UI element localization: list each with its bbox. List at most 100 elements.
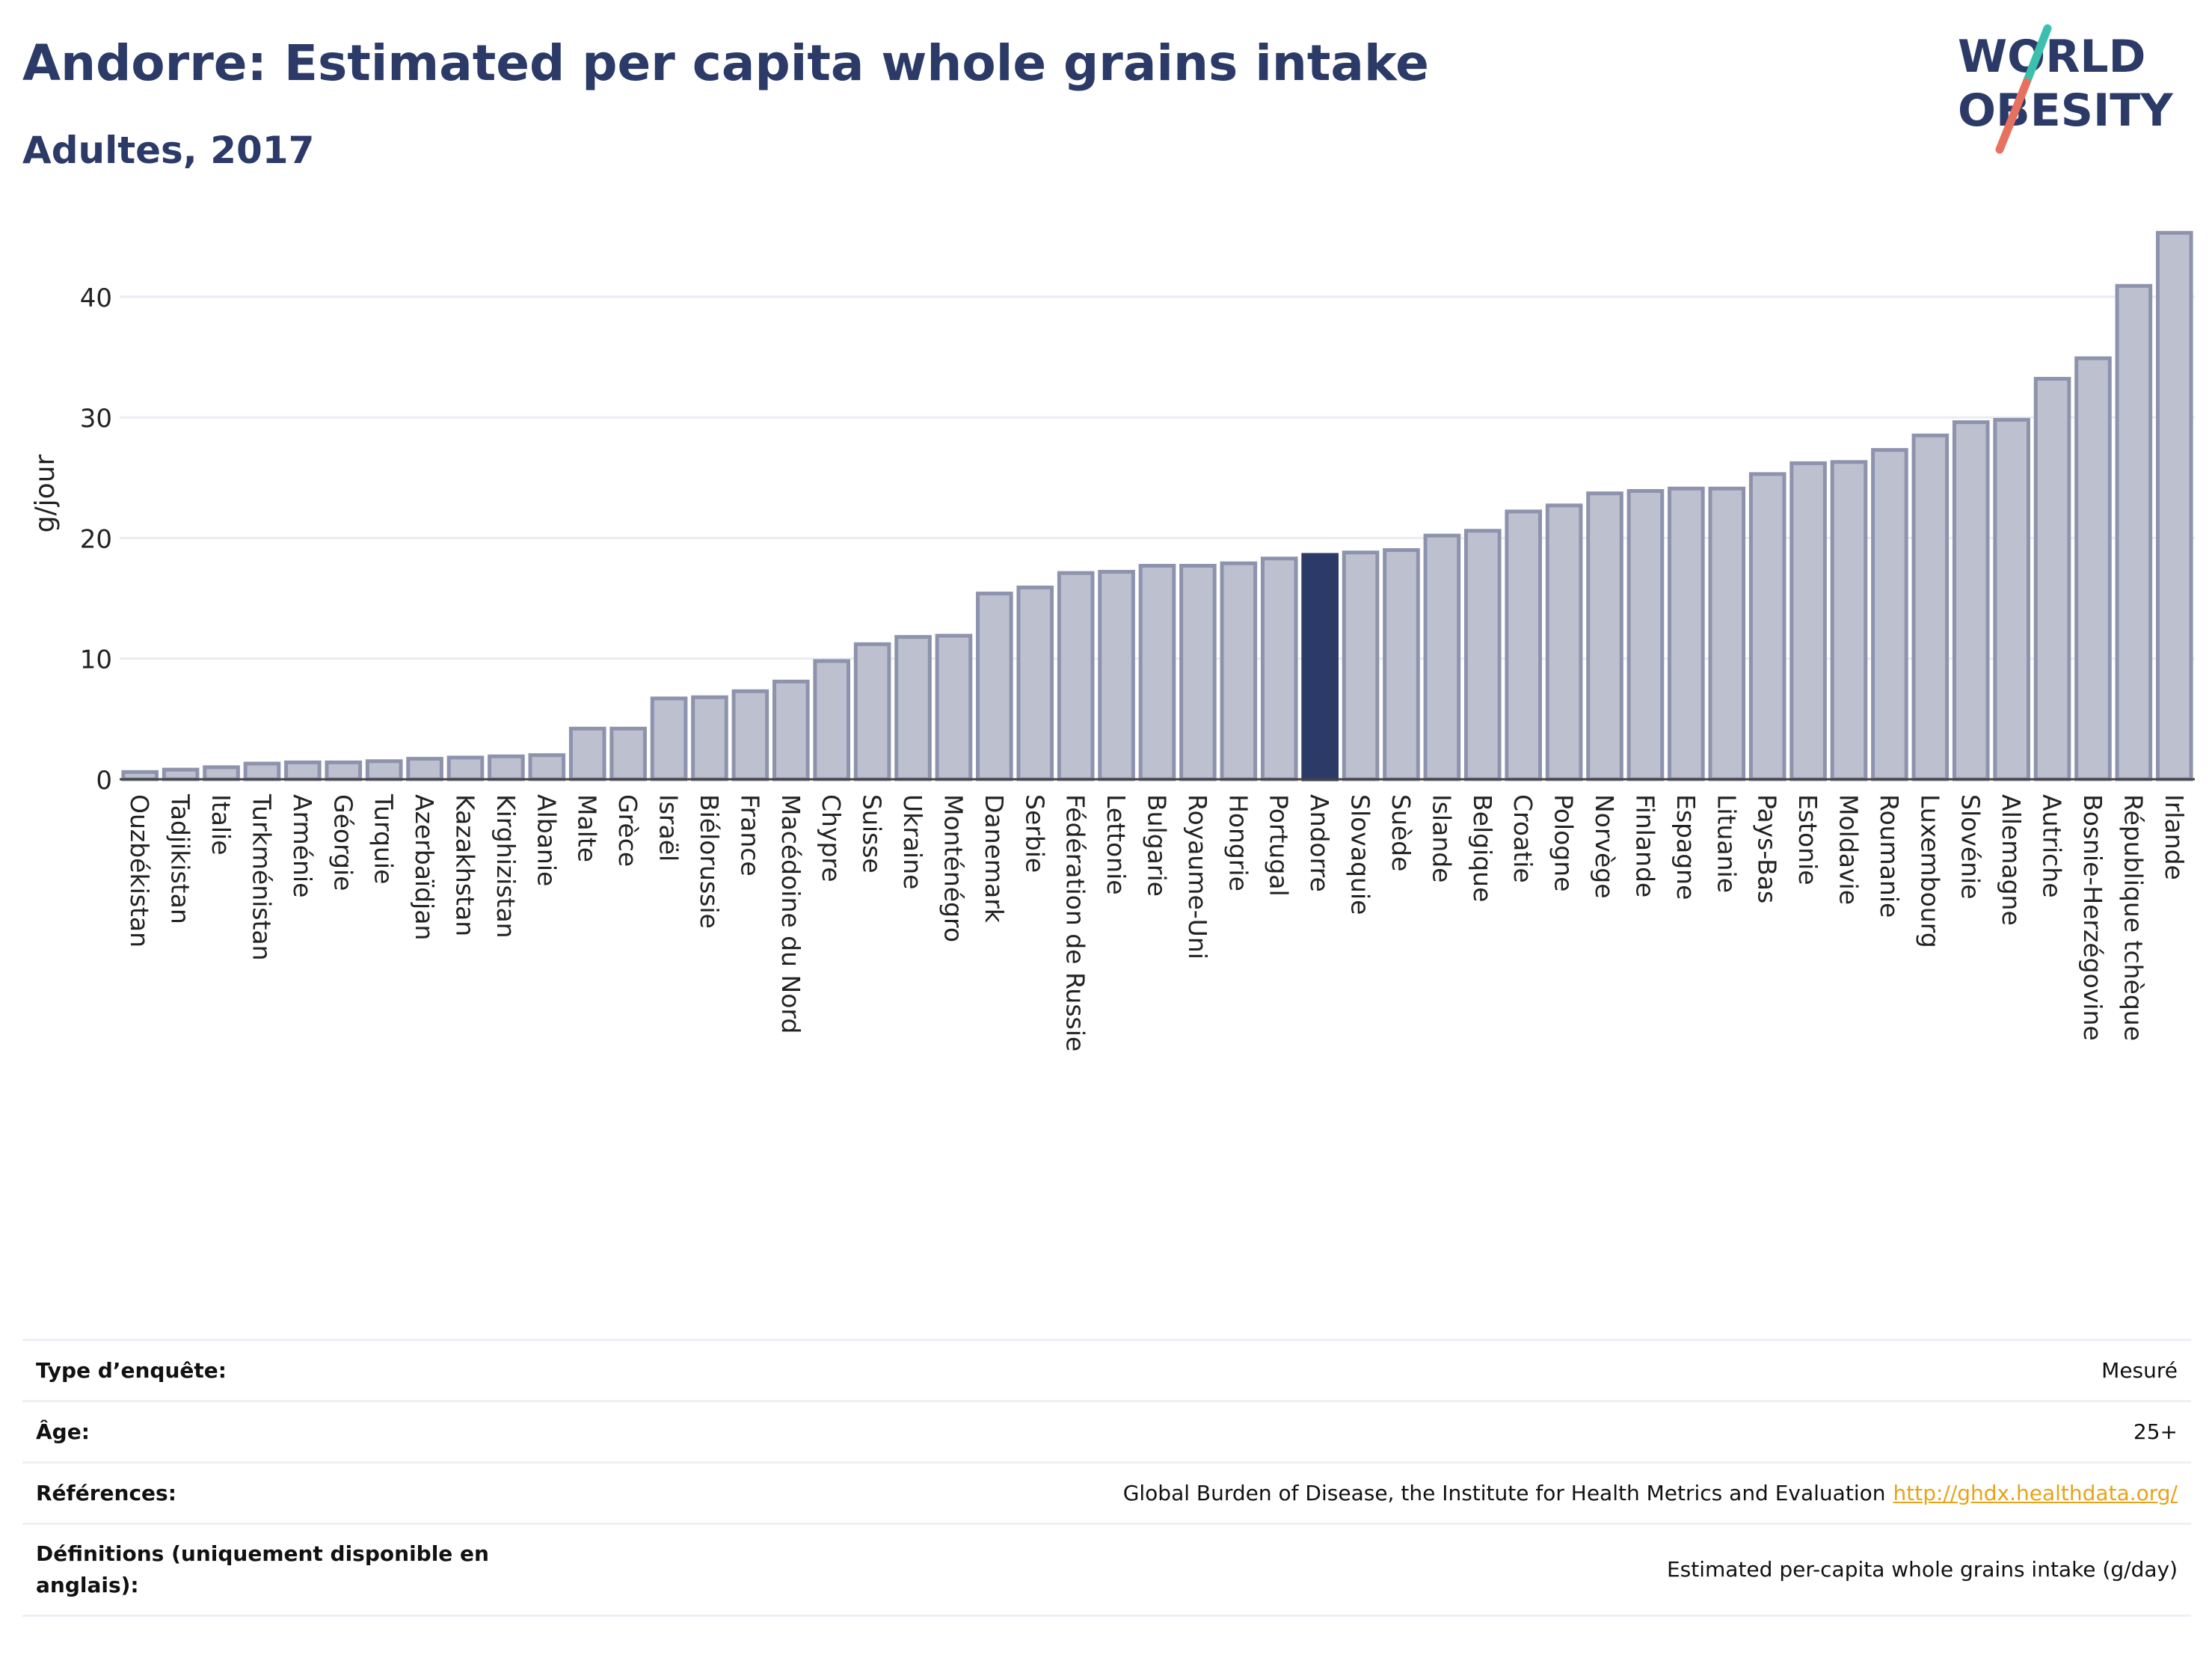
x-tick-label: Norvège — [1590, 794, 1619, 899]
bar — [1626, 488, 1665, 782]
bar — [1179, 563, 1217, 782]
bar — [1748, 472, 1787, 782]
x-tick-label: Allemagne — [1997, 794, 2026, 926]
info-row: Âge: 25+ — [22, 1400, 2191, 1461]
y-tick-labels: 0 10 20 30 40 — [80, 283, 112, 796]
x-tick-label: Estonie — [1793, 794, 1822, 885]
bar — [1383, 548, 1420, 782]
bar — [935, 633, 973, 782]
x-tick-label: France — [735, 794, 764, 876]
logo-word-obesity: OBESITY — [1958, 85, 2174, 137]
info-row: Références: Global Burden of Disease, the… — [22, 1461, 2191, 1523]
bar — [609, 726, 647, 782]
x-tick-label: Chypre — [817, 794, 846, 882]
bar — [1016, 586, 1054, 782]
info-value: 25+ — [2133, 1416, 2178, 1448]
bar — [1586, 491, 1623, 782]
info-label: Références: — [36, 1480, 176, 1505]
bar — [528, 753, 566, 782]
y-tick-label: 30 — [80, 404, 112, 434]
chart-title: Andorre: Estimated per capita whole grai… — [22, 34, 1429, 92]
bars — [121, 230, 2193, 782]
world-obesity-logo: WORLD OBESITY — [1958, 24, 2174, 154]
bar — [1871, 448, 1908, 782]
bar — [203, 765, 240, 782]
x-tick-label: Suède — [1386, 794, 1416, 871]
logo-slash-teal — [2022, 24, 2052, 87]
bar — [1505, 509, 1543, 782]
reference-link[interactable]: http://ghdx.healthdata.org/ — [1893, 1480, 2178, 1505]
y-axis-label: g/jour — [30, 454, 61, 532]
x-tick-label: Malte — [573, 794, 602, 862]
x-tick-label: Kirghizistan — [491, 794, 520, 939]
x-tick-label: Autriche — [2038, 794, 2067, 898]
x-tick-label: Biélorussie — [695, 794, 724, 929]
info-value: Estimated per-capita whole grains intake… — [1667, 1554, 2178, 1585]
bar — [1708, 486, 1746, 782]
x-tick-label: Monténégro — [938, 794, 968, 942]
info-label: Définitions (uniquement disponible en an… — [36, 1541, 489, 1597]
x-tick-label: Pologne — [1549, 794, 1579, 891]
x-tick-label: Moldavie — [1834, 794, 1864, 905]
x-tick-label: Croatie — [1508, 794, 1537, 883]
bar — [1993, 417, 2030, 782]
x-tick-label: Slovénie — [1956, 794, 1985, 900]
x-tick-label: Ukraine — [898, 794, 927, 889]
chart-subtitle: Adultes, 2017 — [22, 129, 315, 172]
bar — [1463, 529, 1502, 782]
bar — [2074, 356, 2112, 782]
bar — [488, 754, 525, 782]
info-label: Type d’enquête: — [36, 1357, 227, 1383]
bar — [650, 696, 688, 782]
info-row: Définitions (uniquement disponible en an… — [22, 1523, 2191, 1617]
bar — [1057, 571, 1095, 782]
info-table: Type d’enquête: Mesuré Âge: 25+ Références: G… — [22, 1339, 2191, 1617]
x-tick-label: Slovaquie — [1346, 794, 1375, 915]
x-tick-label: Géorgie — [328, 794, 357, 891]
bar — [1545, 503, 1583, 782]
x-tick-label: Suisse — [858, 794, 887, 873]
x-tick-label: Andorre — [1305, 794, 1334, 892]
bar — [365, 759, 403, 782]
x-tick-label: Danemark — [980, 794, 1009, 924]
x-tick-label: Serbie — [1020, 794, 1049, 873]
info-value-text: Global Burden of Disease, the Institute … — [1122, 1480, 1886, 1505]
bar — [162, 767, 200, 782]
x-tick-label: Turkménistan — [247, 793, 276, 961]
bar — [1830, 460, 1868, 782]
bar-highlight — [1301, 553, 1339, 782]
x-tick-label: Lituanie — [1712, 794, 1741, 893]
bar — [1138, 563, 1176, 782]
info-value-text: Estimated per-capita whole grains intake… — [1666, 1557, 2178, 1582]
y-tick-label: 40 — [80, 283, 112, 313]
y-tick-label: 20 — [80, 524, 112, 554]
bar — [691, 695, 728, 782]
x-tick-label: Royaume-Uni — [1183, 794, 1212, 959]
x-tick-label: Israël — [654, 794, 683, 862]
info-value: Mesuré — [2101, 1355, 2178, 1387]
y-tick-label: 10 — [80, 645, 112, 675]
logo-word-world: WORLD — [1958, 31, 2145, 83]
bar — [894, 635, 932, 782]
bar — [772, 679, 810, 782]
bar — [731, 689, 769, 782]
bar — [446, 755, 485, 782]
x-tick-label: Bulgarie — [1143, 794, 1172, 897]
info-value-text: Mesuré — [2101, 1357, 2178, 1383]
x-tick-label: Azerbaïdjan — [410, 794, 439, 940]
x-tick-label: Belgique — [1468, 794, 1497, 902]
x-tick-label: Arménie — [288, 794, 317, 897]
x-tick-label: Islande — [1427, 794, 1456, 882]
x-tick-label: Roumanie — [1875, 794, 1904, 918]
bar — [406, 757, 443, 782]
bar-chart: 0 10 20 30 40 Ouzbékistan Tadjikistan Italie Tu… — [30, 230, 2195, 1051]
bar — [2033, 376, 2071, 782]
bar — [976, 592, 1013, 782]
x-tick-label: Turquie — [369, 793, 399, 884]
bar — [1423, 533, 1461, 782]
logo-slash-coral — [1995, 78, 2031, 154]
x-tick-label: Pays-Bas — [1753, 794, 1782, 903]
bar — [2155, 230, 2193, 782]
info-value-text: 25+ — [2133, 1419, 2178, 1444]
bar — [1789, 461, 1827, 782]
